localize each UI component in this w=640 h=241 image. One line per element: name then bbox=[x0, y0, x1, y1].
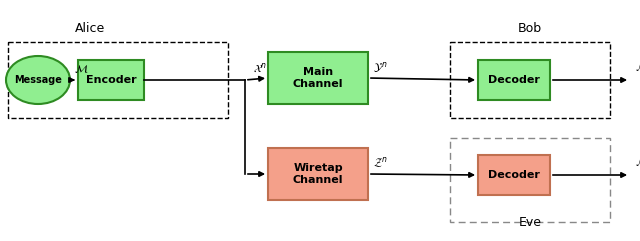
Text: $\hat{\mathcal{M}}_\mathrm{B}$: $\hat{\mathcal{M}}_\mathrm{B}$ bbox=[635, 58, 640, 75]
Bar bbox=[478, 155, 550, 195]
Bar bbox=[78, 60, 144, 100]
Text: Message: Message bbox=[14, 75, 62, 85]
Text: Decoder: Decoder bbox=[488, 75, 540, 85]
Text: Eve: Eve bbox=[518, 216, 541, 229]
Bar bbox=[478, 60, 550, 100]
Bar bbox=[8, 42, 228, 118]
Bar bbox=[450, 42, 610, 118]
Ellipse shape bbox=[6, 56, 70, 104]
Text: Main
Channel: Main Channel bbox=[292, 67, 343, 89]
Bar bbox=[268, 52, 368, 104]
Text: $\mathcal{M}$: $\mathcal{M}$ bbox=[74, 63, 88, 75]
Bar bbox=[268, 148, 368, 200]
Text: $\mathcal{X}^n$: $\mathcal{X}^n$ bbox=[253, 62, 267, 75]
Text: Alice: Alice bbox=[75, 22, 105, 35]
Text: Wiretap
Channel: Wiretap Channel bbox=[292, 163, 343, 185]
Text: Bob: Bob bbox=[518, 22, 542, 35]
Text: Encoder: Encoder bbox=[86, 75, 136, 85]
Text: $\mathcal{Z}^n$: $\mathcal{Z}^n$ bbox=[373, 155, 388, 170]
Text: Decoder: Decoder bbox=[488, 170, 540, 180]
Bar bbox=[450, 138, 610, 222]
Text: $\mathcal{Y}^n$: $\mathcal{Y}^n$ bbox=[373, 60, 387, 75]
Text: $\hat{\mathcal{M}}_\mathrm{E}$: $\hat{\mathcal{M}}_\mathrm{E}$ bbox=[635, 153, 640, 170]
